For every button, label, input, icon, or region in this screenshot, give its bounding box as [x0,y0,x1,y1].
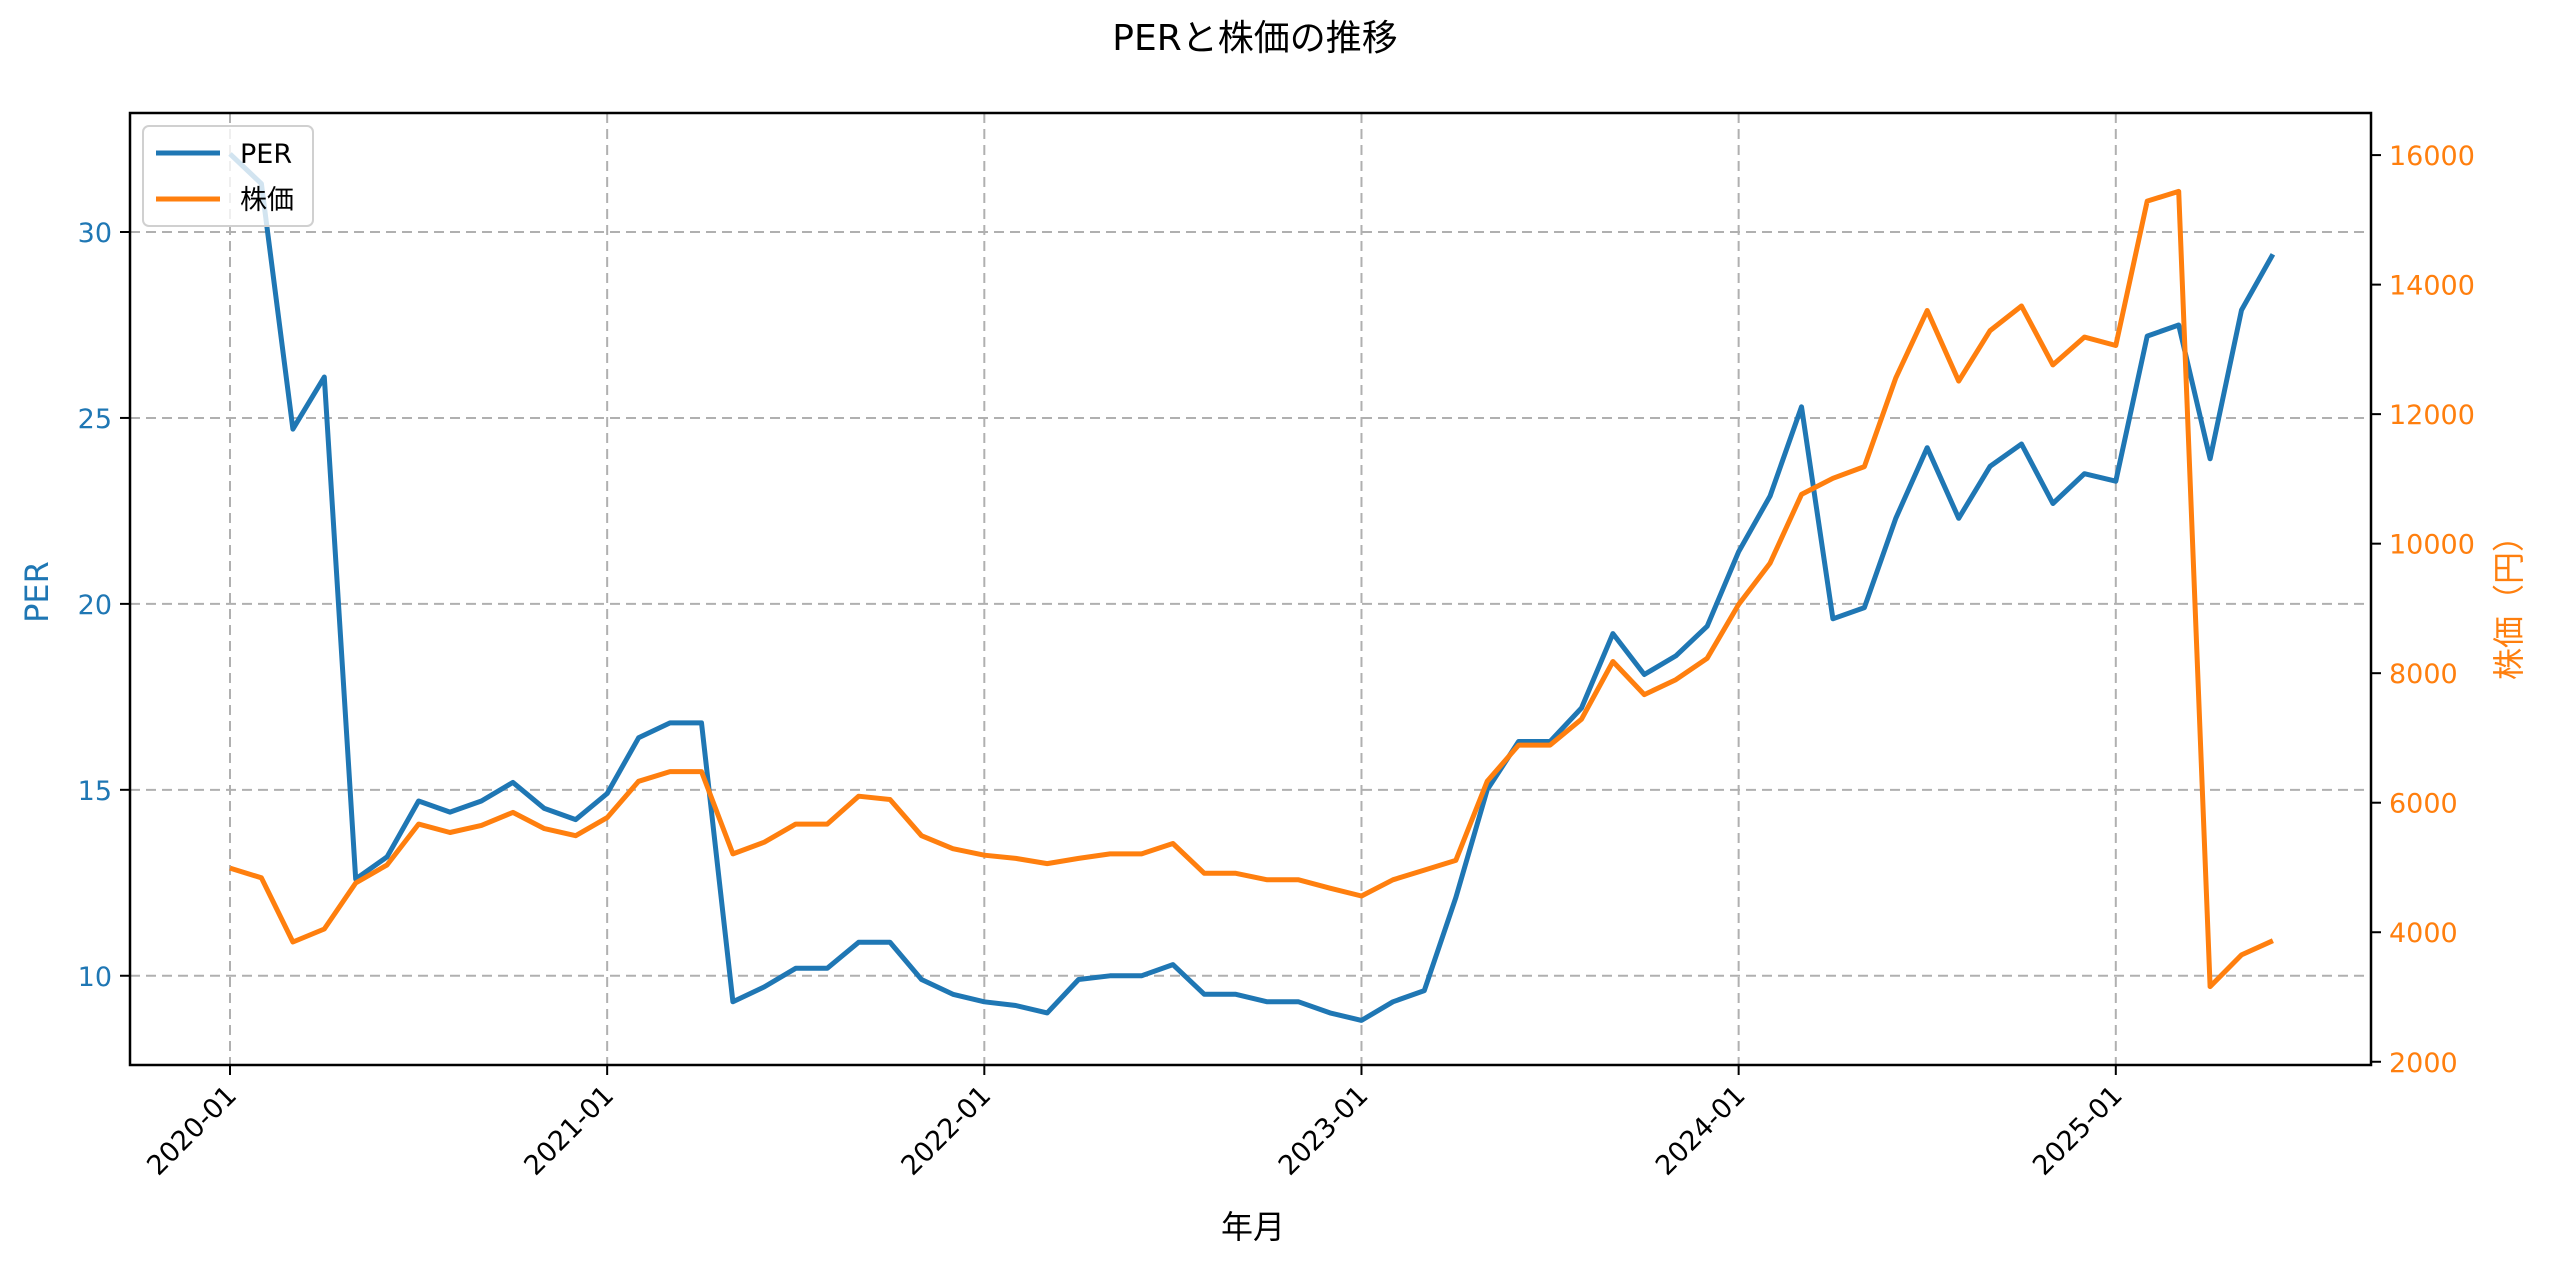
right-tick-label: 14000 [2389,271,2475,302]
left-tick-label: 15 [78,776,112,807]
chart-title: PERと株価の推移 [1112,18,1397,59]
left-axis-ticks: 10 15 20 25 30 [78,218,130,993]
grid [130,113,2371,1065]
left-tick-label: 10 [78,962,112,993]
left-tick-label: 30 [78,218,112,249]
x-axis-ticks: 2020-01 2021-01 2022-01 2023-01 2024-01 2025-… [141,1065,2129,1182]
left-tick-label: 25 [78,404,112,435]
legend: PER 株価 [142,125,314,227]
right-tick-label: 16000 [2389,141,2475,172]
price-line [229,188,2274,990]
x-tick-label: 2025-01 [2027,1080,2129,1182]
x-tick-label: 2021-01 [518,1080,620,1182]
left-tick-label: 20 [78,590,112,621]
data-lines [228,152,2276,1023]
per-line [228,152,2276,1023]
plot-frame [128,111,2373,1067]
x-tick-label: 2022-01 [896,1080,998,1182]
right-tick-label: 12000 [2389,400,2475,431]
x-tick-label: 2023-01 [1273,1080,1375,1182]
x-tick-label: 2024-01 [1650,1080,1752,1182]
legend-price-label: 株価 [240,185,294,216]
legend-per-label: PER [240,139,292,170]
x-tick-label: 2020-01 [141,1080,243,1182]
right-tick-label: 8000 [2389,659,2458,690]
right-tick-label: 10000 [2389,530,2475,561]
right-axis-ticks: 2000 4000 6000 8000 10000 12000 14000 16000 [2371,141,2475,1079]
right-tick-label: 2000 [2389,1048,2458,1079]
right-tick-label: 4000 [2389,918,2458,949]
x-axis-label: 年月 [1221,1208,1285,1246]
right-tick-label: 6000 [2389,789,2458,820]
right-axis-label: 株価（円） [2490,520,2528,680]
left-axis-label: PER [18,561,56,623]
